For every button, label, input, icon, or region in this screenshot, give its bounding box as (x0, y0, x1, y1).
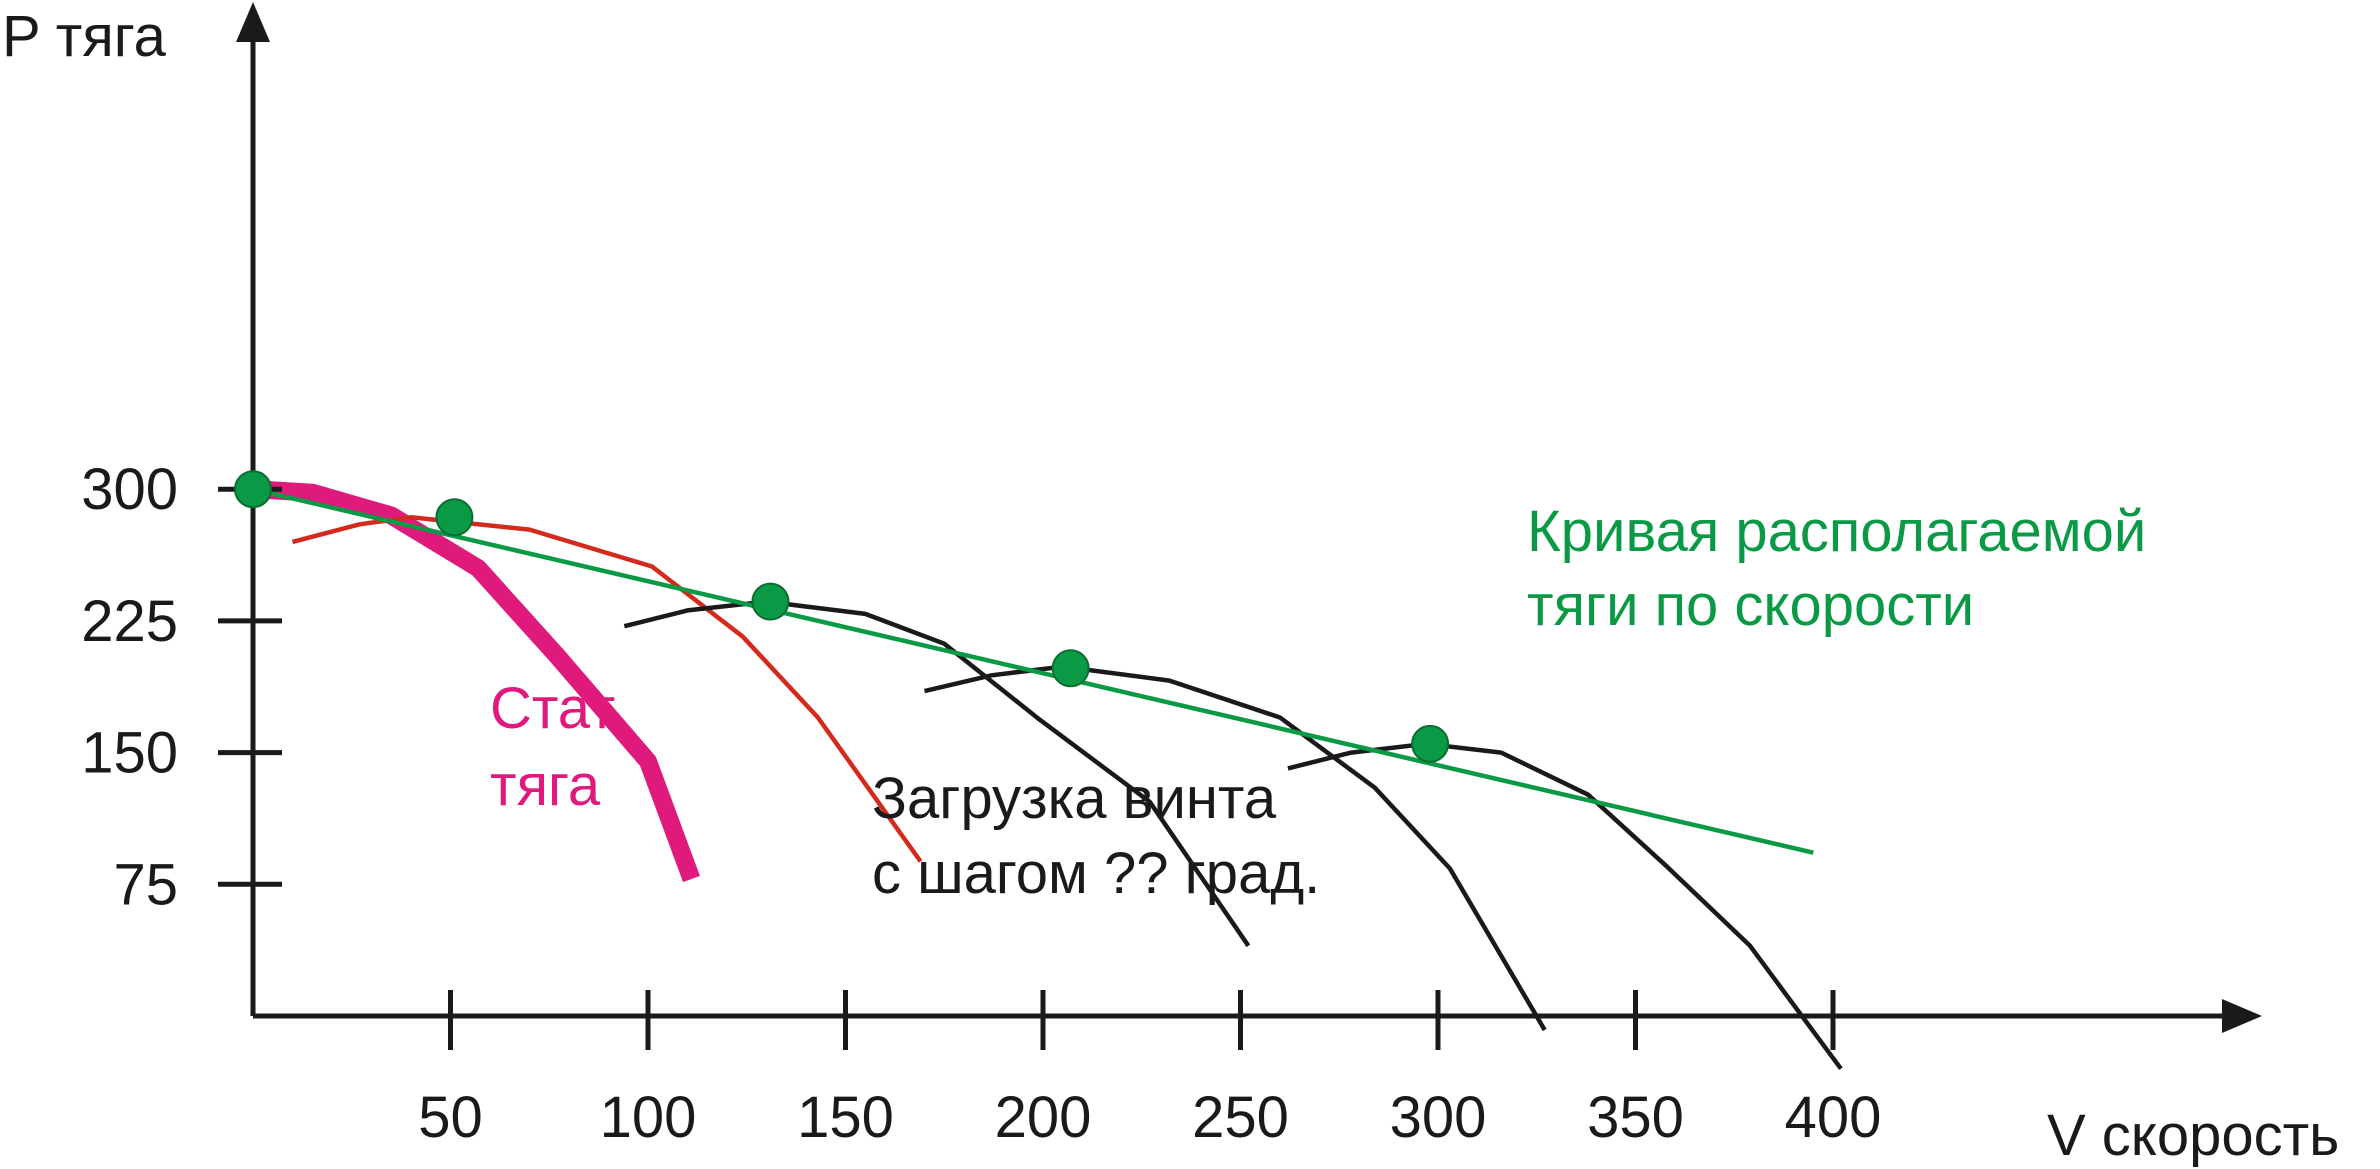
operating-point (435, 498, 474, 537)
x-tick-label: 300 (1390, 1085, 1487, 1150)
operating-point (751, 582, 790, 621)
x-tick-label: 200 (995, 1085, 1092, 1150)
y-axis-title: P тяга (2, 4, 167, 69)
available-thrust-label-line2: тяги по скорости (1527, 573, 1974, 638)
pitch-curve (923, 664, 1547, 1032)
static-thrust-label-line2: тяга (490, 753, 601, 818)
x-tick-label: 150 (797, 1085, 894, 1150)
y-tick-label: 75 (113, 852, 178, 917)
x-tick-label: 350 (1587, 1085, 1684, 1150)
low-pitch-curve (291, 515, 923, 863)
y-axis-arrow (236, 2, 270, 42)
operating-point (1051, 649, 1090, 688)
pitch-curve (623, 599, 1251, 948)
static-thrust-curve (252, 480, 700, 883)
x-tick-label: 250 (1192, 1085, 1289, 1150)
propeller-load-label-line1: Загрузка винта (872, 766, 1277, 831)
y-tick-label: 150 (81, 721, 178, 786)
propeller-load-label-line2: с шагом ?? град. (872, 841, 1320, 906)
series-layer (252, 480, 1843, 1071)
annotations: Стат тяга Загрузка винта с шагом ?? град… (490, 499, 2146, 906)
operating-point (234, 470, 272, 509)
x-ticks: 50 100 150 200 250 300 350 400 (418, 990, 1881, 1150)
x-tick-label: 50 (418, 1085, 483, 1150)
available-thrust-line (252, 487, 1814, 855)
pitch-curve (1287, 741, 1843, 1071)
static-thrust-label-line1: Стат (490, 676, 615, 741)
y-tick-label: 300 (81, 457, 178, 522)
available-thrust-label-line1: Кривая располагаемой (1527, 499, 2146, 564)
y-tick-label: 225 (81, 589, 178, 654)
x-tick-label: 100 (600, 1085, 697, 1150)
y-ticks: 75 150 225 300 (81, 457, 282, 917)
x-axis-title: V скорость (2047, 1103, 2339, 1168)
axes: 50 100 150 200 250 300 350 400 75 150 225 300 V ск… (2, 2, 2339, 1168)
operating-point (1411, 724, 1450, 763)
operating-points (234, 470, 1450, 763)
x-tick-label: 400 (1785, 1085, 1882, 1150)
x-axis-arrow (2222, 999, 2262, 1033)
